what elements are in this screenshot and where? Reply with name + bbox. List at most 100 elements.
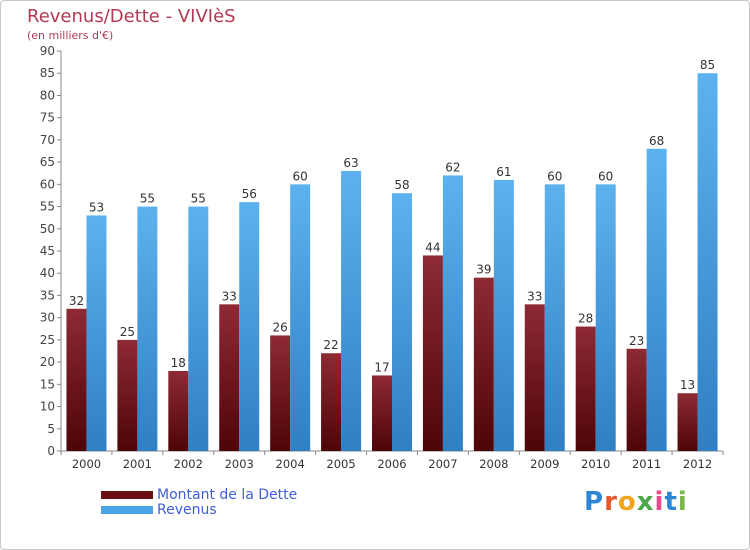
- data-label-debt: 13: [680, 378, 695, 392]
- y-tick-label: 65: [40, 155, 55, 169]
- bar-debt: [219, 304, 240, 451]
- data-label-debt: 33: [222, 289, 237, 303]
- bar-revenue: [493, 179, 514, 451]
- x-tick-label: 2006: [377, 457, 406, 471]
- legend: Montant de la Dette Revenus: [101, 486, 298, 518]
- logo-letter: i: [654, 487, 665, 517]
- legend-item-revenue: Revenus: [101, 501, 297, 518]
- data-label-debt: 39: [476, 263, 491, 277]
- data-label-revenue: 55: [140, 192, 155, 206]
- y-tick-label: 30: [40, 311, 55, 325]
- data-label-debt: 32: [69, 294, 84, 308]
- x-tick-label: 2009: [530, 457, 559, 471]
- legend-item-debt: Montant de la Dette: [101, 486, 298, 503]
- bar-revenue: [188, 206, 209, 451]
- bar-debt: [117, 339, 138, 451]
- x-tick-label: 2004: [276, 457, 305, 471]
- bar-debt: [321, 353, 342, 451]
- y-tick-label: 15: [40, 377, 55, 391]
- bar-debt: [473, 277, 494, 451]
- bar-revenue: [290, 184, 311, 452]
- data-label-revenue: 55: [191, 192, 206, 206]
- x-tick-label: 2000: [72, 457, 101, 471]
- y-tick-label: 0: [47, 444, 55, 458]
- bar-revenue: [697, 73, 718, 451]
- bar-debt: [626, 348, 647, 451]
- y-tick-label: 5: [47, 422, 55, 436]
- bar-revenue: [341, 171, 362, 451]
- bar-revenue: [137, 206, 158, 451]
- bar-revenue: [544, 184, 565, 452]
- legend-swatch-debt: [101, 490, 153, 499]
- data-label-revenue: 63: [343, 156, 358, 170]
- logo-letter: P: [584, 487, 605, 517]
- x-tick-label: 2011: [632, 457, 661, 471]
- x-tick-label: 2003: [225, 457, 254, 471]
- data-label-revenue: 62: [445, 160, 460, 174]
- bar-debt: [575, 326, 596, 451]
- x-tick-label: 2008: [479, 457, 508, 471]
- data-label-revenue: 60: [547, 169, 562, 183]
- data-label-revenue: 56: [242, 187, 257, 201]
- data-label-revenue: 68: [649, 134, 664, 148]
- bar-debt: [524, 304, 545, 451]
- data-label-revenue: 85: [700, 58, 715, 72]
- logo-letter: t: [664, 487, 678, 517]
- bar-revenue: [442, 175, 463, 451]
- bar-debt: [372, 375, 392, 451]
- chart-title: Revenus/Dette - VIVIèS: [27, 6, 236, 27]
- data-label-revenue: 60: [598, 169, 613, 183]
- y-tick-label: 20: [40, 355, 55, 369]
- bar-debt: [677, 393, 698, 451]
- y-tick-label: 35: [40, 288, 55, 302]
- data-label-debt: 28: [578, 312, 593, 326]
- x-tick-label: 2001: [123, 457, 152, 471]
- y-tick-label: 45: [40, 244, 55, 258]
- y-tick-label: 55: [40, 200, 55, 214]
- y-tick-label: 50: [40, 222, 55, 236]
- legend-label-debt: Montant de la Dette: [157, 486, 298, 503]
- data-label-revenue: 53: [89, 200, 104, 214]
- data-label-debt: 25: [120, 325, 135, 339]
- legend-swatch-revenue: [101, 505, 153, 514]
- bar-debt: [422, 255, 443, 451]
- y-tick-label: 60: [40, 177, 55, 191]
- bar-debt: [66, 308, 87, 451]
- bar-revenue: [239, 202, 260, 451]
- logo-letter: i: [677, 487, 688, 517]
- y-tick-label: 80: [40, 88, 55, 102]
- y-tick-label: 10: [40, 400, 55, 414]
- bar-debt: [270, 335, 291, 451]
- x-tick-label: 2005: [326, 457, 355, 471]
- data-label-debt: 44: [425, 240, 440, 254]
- y-tick-label: 90: [40, 44, 55, 58]
- y-tick-label: 40: [40, 266, 55, 280]
- y-tick-label: 85: [40, 66, 55, 80]
- y-tick-label: 75: [40, 111, 55, 125]
- x-tick-label: 2012: [683, 457, 712, 471]
- data-label-debt: 17: [374, 360, 389, 374]
- bar-revenue: [392, 193, 412, 451]
- bar-revenue: [86, 215, 107, 451]
- data-label-revenue: 58: [394, 178, 409, 192]
- y-tick-label: 70: [40, 133, 55, 147]
- data-label-debt: 18: [171, 356, 186, 370]
- legend-label-revenue: Revenus: [157, 501, 217, 518]
- x-tick-label: 2010: [581, 457, 610, 471]
- data-label-debt: 22: [323, 338, 338, 352]
- bar-revenue: [595, 184, 616, 452]
- data-label-debt: 23: [629, 334, 644, 348]
- data-label-debt: 33: [527, 289, 542, 303]
- chart-subtitle: (en milliers d'€): [27, 29, 114, 42]
- data-label-revenue: 60: [293, 169, 308, 183]
- bar-revenue: [646, 148, 667, 451]
- y-tick-label: 25: [40, 333, 55, 347]
- logo-letter: o: [617, 487, 637, 517]
- proxiti-logo: Proxiti: [584, 487, 688, 517]
- x-tick-label: 2007: [428, 457, 457, 471]
- logo-letter: x: [636, 487, 655, 517]
- x-tick-label: 2002: [174, 457, 203, 471]
- data-label-debt: 26: [273, 320, 288, 334]
- data-label-revenue: 61: [496, 165, 511, 179]
